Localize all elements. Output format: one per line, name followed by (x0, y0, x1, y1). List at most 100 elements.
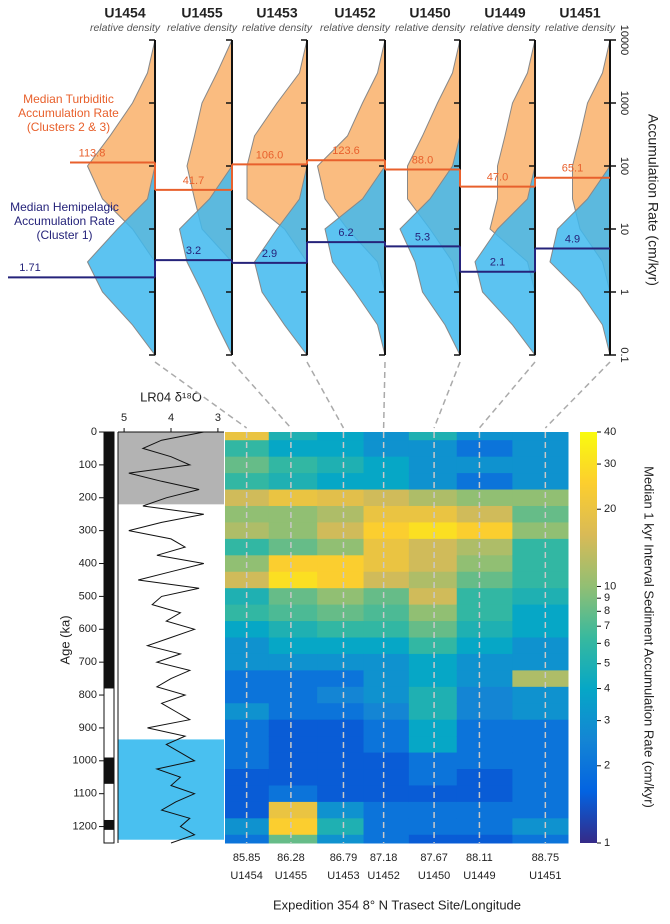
site-connector (154, 361, 248, 429)
y-tick-label: 100 (618, 157, 630, 175)
colorbar-tick-label: 4 (604, 682, 610, 694)
heat-cell (456, 588, 513, 606)
heat-cell (512, 801, 569, 819)
heat-cell (456, 522, 513, 540)
highlight-band (118, 432, 224, 505)
heat-cell (408, 834, 458, 844)
site-label: U1454 (104, 5, 145, 21)
heat-cell (512, 555, 569, 573)
colorbar-tick-label: 2 (604, 760, 610, 772)
heat-cell (512, 653, 569, 671)
heat-cell (317, 522, 365, 540)
density-label: relative density (320, 22, 391, 34)
density-label: relative density (545, 22, 616, 34)
colorbar-tick-label: 30 (604, 458, 616, 470)
heat-cell (456, 505, 513, 523)
value-label: 2.1 (490, 257, 505, 269)
y-tick-label: 10000 (618, 25, 630, 56)
heat-cell (512, 489, 569, 507)
heat-cell (268, 456, 318, 474)
heat-cell (225, 621, 270, 638)
heat-cell (512, 522, 569, 540)
heat-cell (317, 473, 365, 491)
heat-cell (363, 785, 410, 803)
colorbar-tick-label: 10 (604, 580, 616, 592)
polarity-normal (104, 432, 114, 689)
heat-cell (317, 456, 365, 474)
heat-cell (363, 653, 410, 671)
site-connector (382, 361, 386, 429)
heat-cell (225, 834, 270, 844)
polarity-normal (104, 757, 114, 784)
heat-cell (456, 703, 513, 721)
heat-cell (408, 522, 458, 540)
site-connector (433, 361, 461, 429)
y-tick-label: 700 (79, 656, 97, 668)
heat-cell (363, 456, 410, 474)
heat-cell (317, 604, 365, 622)
heat-cell (317, 752, 365, 770)
heat-cell (268, 834, 318, 844)
heat-cell (268, 785, 318, 803)
heat-cell (456, 653, 513, 671)
site-label: U1449 (484, 5, 525, 21)
heat-cell (268, 571, 318, 589)
heat-cell (408, 670, 458, 688)
heat-cell (225, 719, 270, 737)
value-label: 88.0 (412, 154, 433, 166)
heat-cell (363, 719, 410, 737)
heat-cell (408, 719, 458, 737)
heat-cell (317, 432, 365, 441)
heat-cell (225, 440, 270, 458)
site-label: U1449 (463, 870, 495, 882)
heat-cell (456, 801, 513, 819)
y-tick-label: 1 (618, 289, 630, 295)
heat-cell (363, 637, 410, 655)
heat-cell (268, 818, 318, 836)
heat-cell (363, 621, 410, 638)
heat-cell (456, 571, 513, 589)
y-axis-label: Accumulation Rate (cm/kyr) (645, 114, 661, 286)
y-tick-label: 400 (79, 557, 97, 569)
chart-title: LR04 δ¹⁸O (140, 389, 202, 404)
heat-cell (408, 736, 458, 754)
y-tick-label: 1100 (73, 788, 97, 800)
data-line (128, 431, 204, 844)
site-label: U1453 (256, 5, 297, 21)
heat-cell (363, 588, 410, 606)
heat-cell (317, 653, 365, 671)
heat-cell (408, 571, 458, 589)
y-tick-label: 1200 (73, 820, 97, 832)
heat-cell (317, 834, 365, 844)
colorbar-label: Median 1 kyr Interval Sediment Accumulat… (642, 466, 657, 808)
site-label: U1452 (367, 870, 399, 882)
heat-cell (512, 621, 569, 638)
heat-cell (363, 555, 410, 573)
site-connector (306, 361, 345, 429)
heat-cell (408, 489, 458, 507)
density-label: relative density (470, 22, 541, 34)
heat-cell (456, 769, 513, 786)
heat-cell (408, 456, 458, 474)
heat-cell (456, 489, 513, 507)
heat-cell (512, 752, 569, 770)
colorbar-tick-label: 8 (604, 605, 610, 617)
heat-cell (408, 505, 458, 523)
heat-cell (268, 703, 318, 721)
heat-cell (317, 686, 365, 704)
heat-cell (317, 555, 365, 573)
value-label: 4.9 (565, 233, 580, 245)
heat-cell (268, 440, 318, 458)
heat-cell (408, 440, 458, 458)
heat-cell (225, 571, 270, 589)
heat-cell (512, 505, 569, 523)
colorbar-tick-label: 7 (604, 620, 610, 632)
colorbar (580, 432, 597, 843)
heat-cell (363, 604, 410, 622)
heat-cell (408, 555, 458, 573)
site-label: U1453 (327, 870, 359, 882)
heat-cell (456, 834, 513, 844)
heat-cell (363, 473, 410, 491)
y-axis-label: Age (ka) (57, 615, 72, 664)
